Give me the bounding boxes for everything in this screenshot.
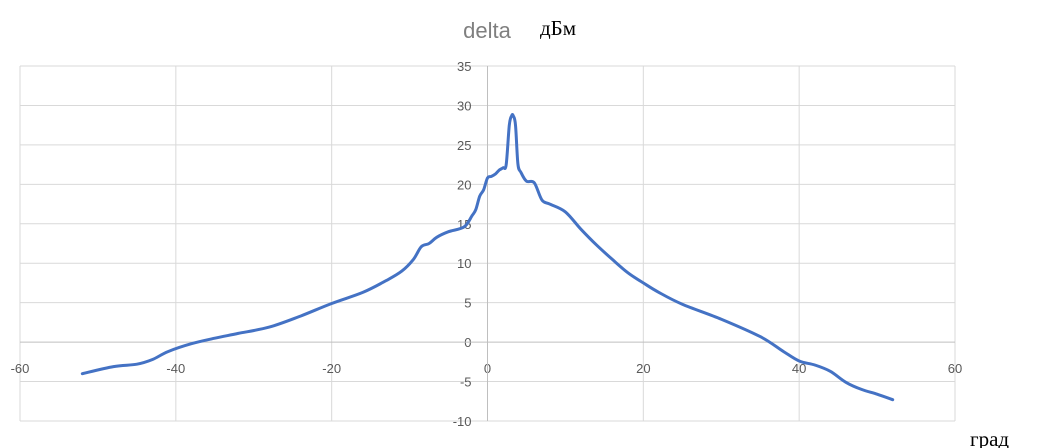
y-tick-label: 30	[457, 98, 471, 113]
x-tick-label: -60	[11, 361, 30, 376]
x-tick-label: 60	[948, 361, 962, 376]
y-tick-label: -10	[453, 414, 472, 429]
x-tick-label: -40	[166, 361, 185, 376]
y-tick-label: 10	[457, 256, 471, 271]
x-axis-tick-labels: -60-40-200204060	[11, 361, 963, 376]
y-tick-label: 25	[457, 138, 471, 153]
chart-title: delta	[463, 18, 511, 43]
series-line	[80, 113, 895, 402]
x-tick-label: -20	[322, 361, 341, 376]
y-axis-tick-labels: 35302520151050-5-10	[453, 59, 472, 429]
x-axis-unit-label: град	[970, 427, 1009, 448]
x-tick-label: 40	[792, 361, 806, 376]
y-tick-label: -5	[460, 375, 472, 390]
x-tick-label: 20	[636, 361, 650, 376]
y-tick-label: 5	[464, 296, 471, 311]
y-axis-unit-label: дБм	[540, 16, 576, 40]
y-tick-label: 20	[457, 177, 471, 192]
y-tick-label: 35	[457, 59, 471, 74]
